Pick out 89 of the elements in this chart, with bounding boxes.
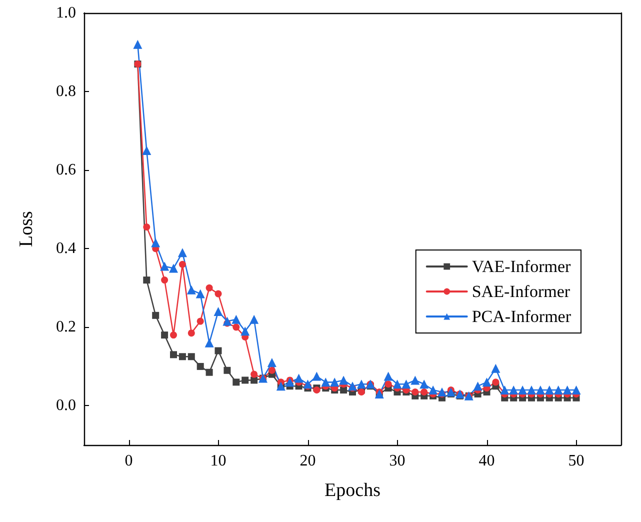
point [142,146,152,155]
point [143,276,150,284]
point [527,386,536,395]
point [188,330,195,337]
point [572,386,581,395]
y-tick-label: 0.2 [56,318,76,336]
y-tick-label: 0.6 [56,162,76,179]
point [161,332,168,339]
point [330,378,340,387]
point [500,386,510,395]
point [402,380,411,389]
point [169,264,178,273]
point [384,380,392,388]
point [186,285,196,294]
point [232,324,240,331]
y-axis-title: Loss [16,211,37,247]
point [491,364,500,373]
legend-label: PCA-Informer [472,307,572,326]
legend-label: SAE-Informer [472,282,570,301]
point [356,380,366,389]
point [161,276,168,284]
point [152,312,160,319]
x-tick-label: 30 [389,452,406,470]
point [206,284,213,292]
point [178,260,186,268]
point [178,353,186,360]
point [294,374,304,383]
point [178,248,187,258]
x-tick-label: 40 [478,452,495,470]
point [224,366,231,374]
point [170,332,177,339]
point [196,362,204,370]
point [232,378,240,386]
x-tick-label: 20 [300,452,316,470]
y-tick-label: 0.0 [56,397,76,414]
point [267,358,276,368]
point [554,386,563,395]
y-tick-label: 1.0 [56,4,76,22]
point [544,386,554,395]
point [518,386,528,395]
point [420,388,428,396]
x-tick-label: 10 [210,452,226,470]
point [204,338,214,348]
point [250,314,259,324]
point [509,386,518,395]
point [321,378,330,387]
point [339,376,348,385]
point [410,376,420,385]
point [196,318,204,325]
point [214,306,223,316]
point [384,372,393,381]
point [133,40,142,49]
point [428,386,438,395]
point [420,380,429,389]
x-tick-label: 50 [568,452,584,470]
point [206,368,213,376]
point [312,372,322,381]
point [492,378,500,386]
point [242,376,249,384]
point [446,387,456,396]
point [232,314,241,324]
point [160,262,170,271]
point [340,386,348,394]
point [285,378,294,387]
point [392,380,402,389]
point [143,224,150,231]
point [250,370,258,378]
point [536,386,545,395]
point [170,351,177,358]
point [438,387,446,396]
point [348,382,357,391]
point [196,289,205,298]
y-tick-label: 0.4 [56,240,76,258]
legend-label: VAE-Informer [472,257,572,276]
point [562,386,572,395]
point [222,316,232,326]
point [240,326,250,336]
point [482,378,492,387]
point [188,353,195,360]
point [412,388,419,396]
point [151,238,160,248]
point [214,347,222,354]
point [268,366,276,374]
x-tick-label: 0 [124,452,133,470]
point [214,290,222,298]
y-tick-label: 0.8 [56,83,76,100]
x-axis-title: Epochs [324,480,380,501]
point [303,380,312,389]
point [473,382,482,391]
